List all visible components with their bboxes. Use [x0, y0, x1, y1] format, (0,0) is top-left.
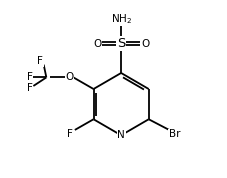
Text: F: F [26, 83, 32, 93]
Text: N: N [117, 130, 124, 140]
Text: S: S [116, 37, 125, 50]
Text: F: F [26, 72, 32, 82]
Text: O: O [141, 39, 149, 49]
Text: NH$_2$: NH$_2$ [110, 12, 131, 26]
Text: O: O [93, 39, 101, 49]
Text: F: F [67, 129, 73, 139]
Text: Br: Br [168, 129, 180, 139]
Text: F: F [37, 56, 43, 66]
Text: O: O [65, 72, 73, 82]
